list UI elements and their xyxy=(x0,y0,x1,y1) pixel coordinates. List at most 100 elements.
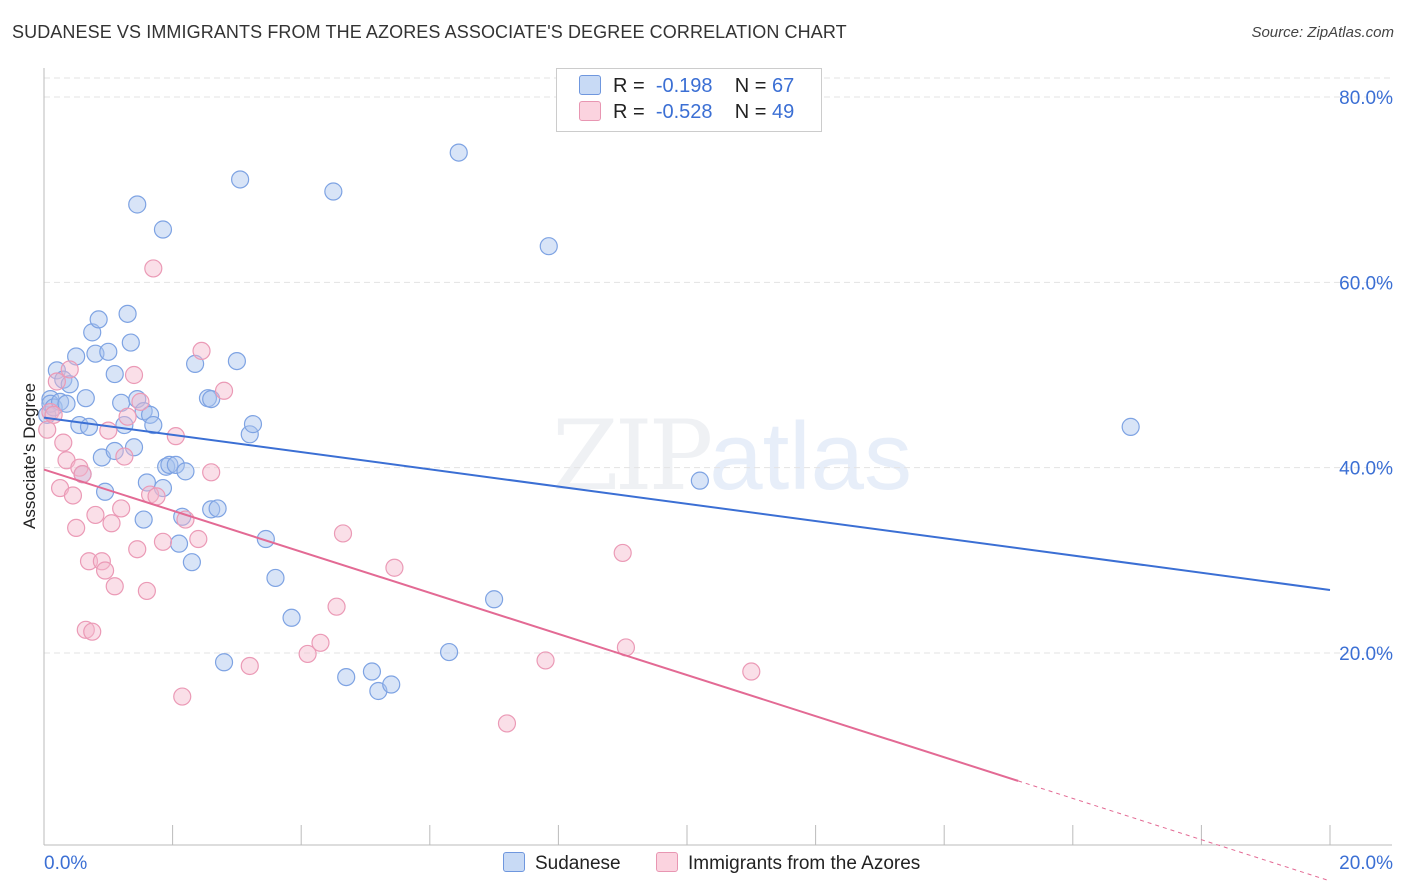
azores-point xyxy=(214,381,234,400)
bottom-legend-label-sudanese: Sudanese xyxy=(535,853,621,874)
sudanese-point xyxy=(118,304,137,323)
sudanese-point xyxy=(76,389,95,408)
azores-point xyxy=(105,577,124,596)
azores-point xyxy=(536,651,555,670)
sudanese-point xyxy=(231,170,250,189)
bottom-legend-label-azores: Immigrants from the Azores xyxy=(688,853,921,874)
sudanese-point xyxy=(105,441,124,461)
azores-point xyxy=(137,581,156,601)
legend-r-label: R = xyxy=(613,75,645,97)
sudanese-point xyxy=(362,662,382,681)
sudanese-point xyxy=(227,352,246,371)
y-axis-label: Associate's Degree xyxy=(20,383,39,529)
watermark: ZIPatlas xyxy=(552,400,912,512)
bottom-legend-azores: Immigrants from the Azores xyxy=(656,852,920,875)
azores-point xyxy=(60,360,79,379)
sudanese-point xyxy=(176,462,195,481)
sudanese-point xyxy=(134,510,153,529)
legend-n-value-sudanese: 67 xyxy=(772,75,795,97)
sudanese-point xyxy=(439,642,459,662)
azores-point xyxy=(86,505,105,525)
sudanese-point xyxy=(105,364,124,384)
azores-point xyxy=(173,687,192,706)
source-label: Source: ZipAtlas.com xyxy=(1251,24,1394,41)
azores-point xyxy=(47,372,66,391)
x-tick-label: 20.0% xyxy=(1339,853,1393,874)
azores-point xyxy=(95,561,115,580)
sudanese-point xyxy=(382,675,401,694)
y-tick-label: 80.0% xyxy=(1339,88,1393,109)
sudanese-point xyxy=(57,394,76,413)
sudanese-point xyxy=(202,389,221,409)
legend-r-value-azores: -0.528 xyxy=(655,101,713,123)
azores-point xyxy=(41,402,60,422)
azores-point xyxy=(131,392,150,411)
azores-point xyxy=(54,433,73,452)
azores-point xyxy=(67,518,86,538)
azores-point xyxy=(76,620,95,639)
sudanese-point xyxy=(256,529,275,549)
chart-title: SUDANESE VS IMMIGRANTS FROM THE AZORES A… xyxy=(12,22,847,42)
sudanese-point xyxy=(266,568,285,588)
azores-point xyxy=(79,552,99,571)
azores-point xyxy=(497,714,517,733)
sudanese-point xyxy=(153,220,173,239)
legend-n-label: N = xyxy=(734,101,767,123)
azores-point xyxy=(63,486,83,505)
azores-point xyxy=(128,540,147,559)
legend-n-label: N = xyxy=(734,75,767,97)
legend-swatch-sudanese xyxy=(579,75,601,95)
azores-point xyxy=(83,622,102,641)
azores-trend-extension xyxy=(1017,780,1331,882)
y-tick-label: 20.0% xyxy=(1339,644,1393,665)
sudanese-point xyxy=(99,342,118,361)
sudanese-point xyxy=(539,237,558,256)
sudanese-point xyxy=(140,405,160,424)
sudanese-point xyxy=(169,534,189,553)
sudanese-point xyxy=(337,667,356,687)
bottom-legend-swatch-sudanese xyxy=(503,852,525,872)
y-tick-label: 60.0% xyxy=(1339,273,1393,294)
azores-point xyxy=(311,633,330,652)
azores-point xyxy=(742,662,761,681)
sudanese-point xyxy=(124,438,144,457)
sudanese-point xyxy=(128,195,147,214)
azores-point xyxy=(115,447,134,466)
sudanese-trend-line xyxy=(43,416,1331,591)
legend-r-value-sudanese: -0.198 xyxy=(655,75,713,97)
stats-legend: R = -0.198 N = 67 R = -0.528 N = 49 xyxy=(556,68,822,132)
azores-point xyxy=(102,514,121,533)
legend-r-label: R = xyxy=(613,101,645,123)
azores-point xyxy=(192,341,211,361)
azores-point xyxy=(298,644,317,664)
sudanese-point xyxy=(282,608,301,627)
sudanese-point xyxy=(485,590,504,609)
azores-trend-line xyxy=(43,468,1019,782)
sudanese-point xyxy=(166,455,185,474)
sudanese-point xyxy=(1121,417,1140,436)
legend-row-sudanese: R = -0.198 N = 67 xyxy=(579,75,794,101)
azores-point xyxy=(385,558,404,577)
sudanese-point xyxy=(144,415,163,435)
azores-point xyxy=(147,487,166,506)
sudanese-point xyxy=(243,415,263,434)
sudanese-point xyxy=(160,455,179,474)
sudanese-point xyxy=(79,417,99,436)
watermark-atlas: atlas xyxy=(709,403,912,510)
legend-n-value-azores: 49 xyxy=(772,101,795,123)
azores-point xyxy=(144,259,163,278)
sudanese-point xyxy=(324,182,343,201)
azores-point xyxy=(44,405,63,424)
sudanese-point xyxy=(240,425,259,444)
azores-point xyxy=(124,365,144,385)
azores-point xyxy=(153,532,173,551)
y-tick-label: 40.0% xyxy=(1339,459,1393,480)
watermark-zip: ZIP xyxy=(552,400,713,512)
azores-point xyxy=(333,524,353,543)
sudanese-point xyxy=(89,310,108,329)
azores-point xyxy=(189,529,208,549)
azores-point xyxy=(240,656,259,676)
sudanese-point xyxy=(214,653,234,672)
sudanese-point xyxy=(690,471,709,490)
